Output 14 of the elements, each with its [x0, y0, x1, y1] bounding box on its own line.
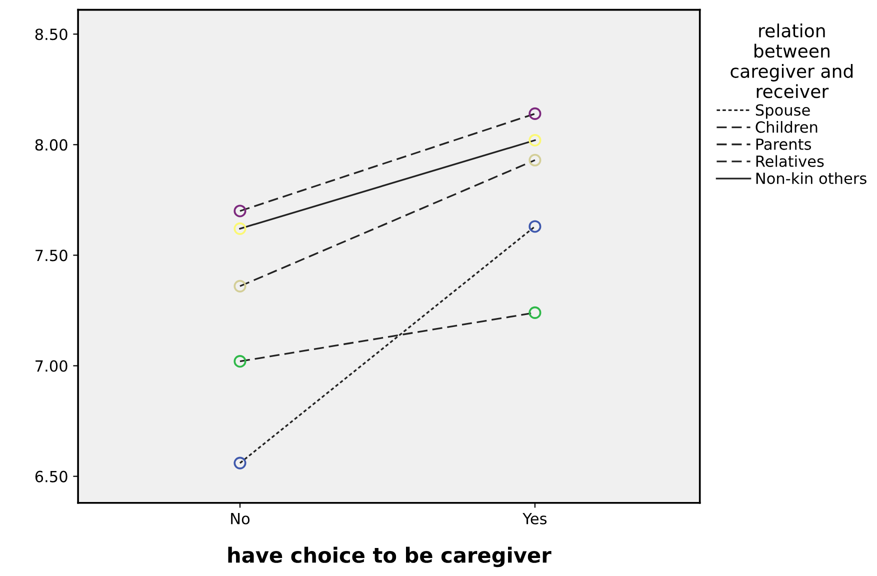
- x-axis-title: have choice to be caregiver: [228, 546, 552, 568]
- legend-label: Non-kin others: [756, 172, 866, 184]
- legend-label: Parents: [756, 138, 812, 150]
- legend-label: Children: [756, 121, 818, 133]
- y-tick-label: 6.50: [35, 470, 68, 482]
- legend-label: Relatives: [756, 155, 824, 168]
- y-tick-label: 7.50: [36, 250, 68, 262]
- legend-label: Spouse: [756, 104, 810, 119]
- legend-title: relation between caregiver and receiver: [730, 24, 853, 98]
- y-tick-label: 8.00: [35, 139, 68, 151]
- y-tick-label: 7.00: [36, 360, 68, 372]
- x-tick-label: No: [231, 513, 250, 524]
- x-tick-label: Yes: [522, 513, 547, 524]
- y-tick-label: 8.50: [35, 28, 68, 40]
